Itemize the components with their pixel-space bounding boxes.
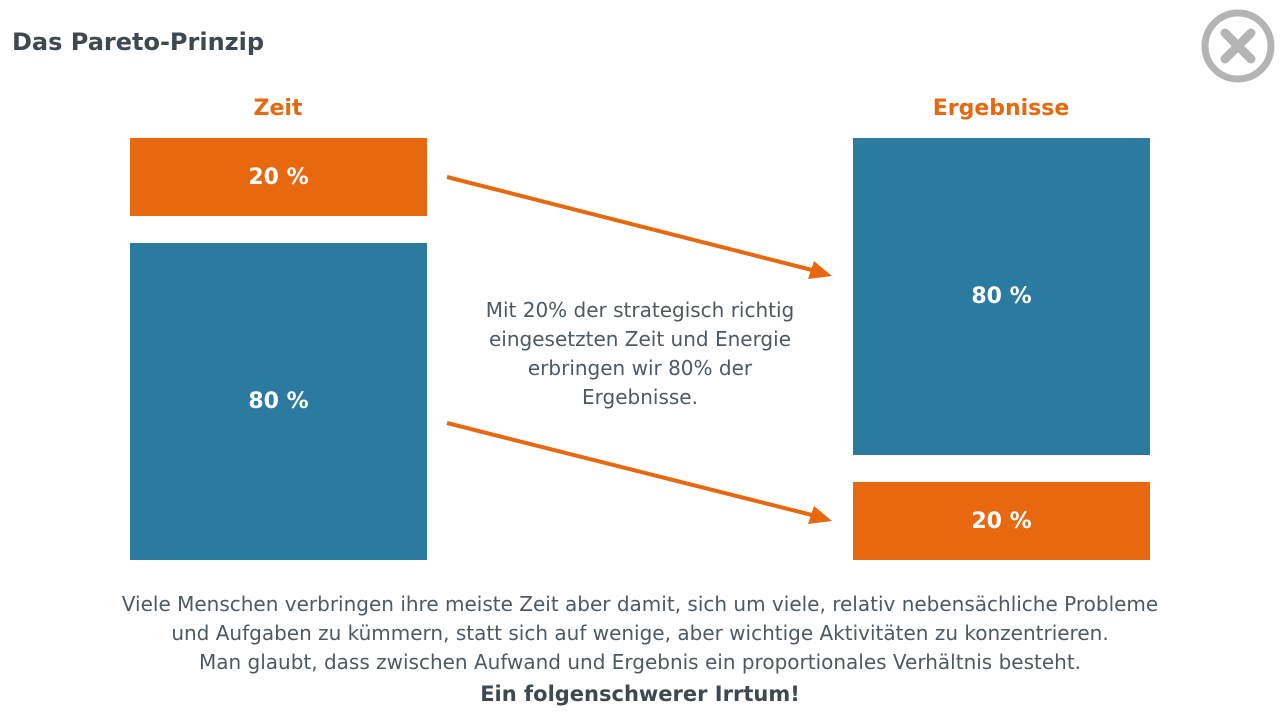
zeit-20-box: 20 % [130,138,427,216]
center-explanation: Mit 20% der strategisch richtig eingeset… [440,296,840,412]
bottom-line: Man glaubt, dass zwischen Aufwand und Er… [198,650,1082,674]
ergebnisse-80-box: 80 % [853,138,1150,455]
ergebnisse-label: Ergebnisse [932,96,1070,121]
arrow-top [446,175,832,279]
zeit-20-value: 20 % [248,164,309,190]
conclusion: Ein folgenschwerer Irrtum! [480,682,800,706]
center-line: erbringen wir 80% der [527,356,753,380]
zeit-label: Zeit [253,96,303,121]
ergebnisse-20-value: 20 % [971,508,1032,534]
center-line: Mit 20% der strategisch richtig [485,298,795,322]
zeit-80-box: 80 % [130,243,427,560]
bottom-line: und Aufgaben zu kümmern, statt sich auf … [171,621,1109,645]
page-title: Das Pareto-Prinzip [12,28,265,56]
bottom-line: Viele Menschen verbringen ihre meiste Ze… [121,592,1159,616]
center-line: eingesetzten Zeit und Energie [489,327,791,351]
zeit-80-value: 80 % [248,389,309,414]
close-button[interactable] [1200,8,1276,84]
bottom-paragraph: Viele Menschen verbringen ihre meiste Ze… [0,590,1280,677]
arrow-bottom [446,421,832,524]
ergebnisse-80-value: 80 % [971,284,1032,309]
close-circle-icon [1201,9,1275,83]
center-line: Ergebnisse. [582,385,698,409]
ergebnisse-20-box: 20 % [853,482,1150,560]
